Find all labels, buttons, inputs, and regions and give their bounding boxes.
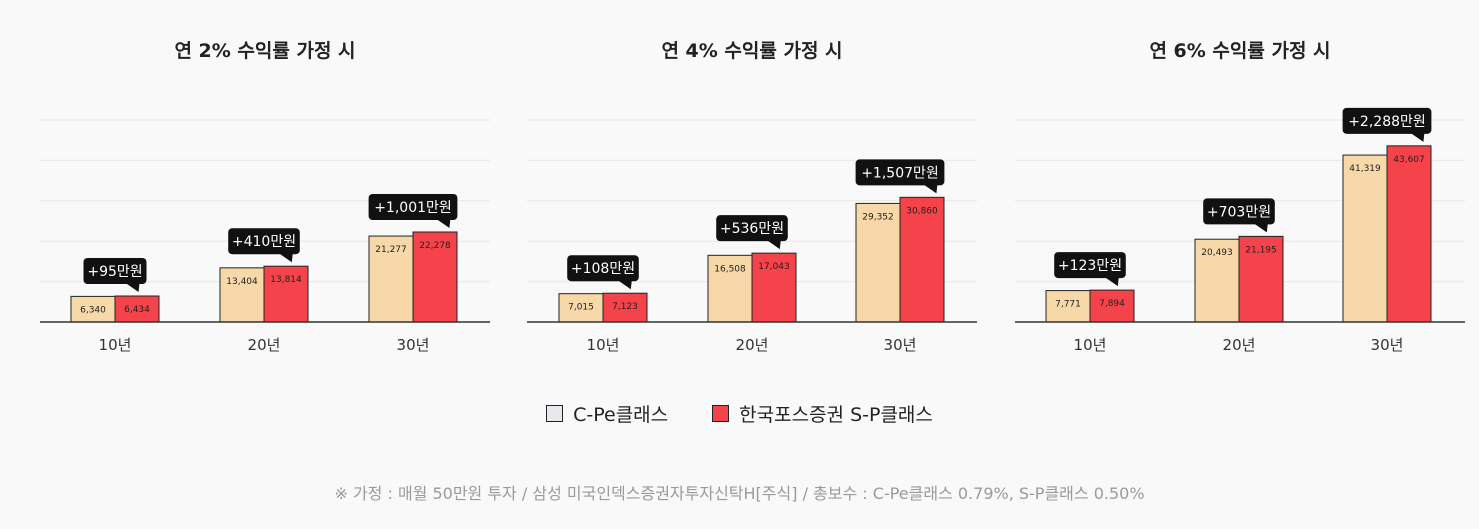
footnote: ※ 가정 : 매월 50만원 투자 / 삼성 미국인덱스증권자투자신탁H[주식]… [334,484,1145,503]
x-tick-label: 10년 [1074,336,1107,354]
chart-title: 연 4% 수익률 가정 시 [661,40,842,62]
chart-title: 연 2% 수익률 가정 시 [174,40,355,62]
bar-value-label: 6,340 [80,305,106,315]
bar-value-label: 30,860 [906,206,938,216]
x-tick-label: 10년 [99,336,132,354]
difference-label: +95만원 [87,264,142,280]
callout-pointer [1104,277,1119,287]
bar-cpe [219,267,265,323]
callout-pointer [278,253,293,263]
x-tick-label: 30년 [1371,336,1404,354]
bar-value-label: 7,894 [1099,299,1125,309]
bar-cpe [558,293,604,323]
x-tick-label: 10년 [587,336,620,354]
legend-swatch-sp [712,405,730,422]
bar-value-label: 20,493 [1201,248,1233,258]
difference-callout [567,255,639,282]
bar-cpe [855,202,901,323]
legend-swatch-cpe [546,405,564,422]
difference-callout [1342,107,1432,134]
chart-panel-2: 연 4% 수익률 가정 시 7,015 7,123 +108만원 10년 16,508 17… [527,40,977,354]
difference-callout [83,258,147,285]
charts-area: 연 2% 수익률 가정 시 6,340 6,434 +95만원 10년 13,404 13,… [40,40,1465,354]
bar-cpe [1342,154,1388,323]
callout-pointer [923,184,938,194]
difference-callout [1203,198,1275,225]
difference-label: +703만원 [1207,204,1271,220]
difference-label: +536만원 [720,221,784,237]
bar-value-label: 7,771 [1055,300,1081,310]
bar-value-label: 7,015 [568,303,594,313]
difference-callout [1054,252,1126,279]
bar-value-label: 43,607 [1393,155,1425,165]
bar-cpe [1045,290,1091,323]
callout-pointer [125,283,140,293]
difference-label: +2,288만원 [1348,114,1426,130]
callout-pointer [1253,223,1268,233]
bar-value-label: 21,195 [1245,245,1277,255]
difference-label: +410만원 [232,234,296,250]
difference-label: +1,507만원 [861,165,939,181]
callout-pointer [617,280,632,290]
legend-label-sp: 한국포스증권 S-P클래스 [739,404,933,426]
bar-cpe [368,235,414,323]
bar-value-label: 6,434 [124,305,150,315]
bar-sp [263,265,309,323]
legend-item-cpe[interactable]: C-Pe클래스 [546,400,668,427]
bar-value-label: 17,043 [758,262,790,272]
bar-value-label: 7,123 [612,302,638,312]
chart-title: 연 6% 수익률 가정 시 [1149,40,1330,62]
bar-value-label: 29,352 [862,212,894,222]
difference-callout [855,159,945,186]
legend-item-sp[interactable]: 한국포스증권 S-P클래스 [712,400,933,427]
bar-sp [751,252,797,323]
chart-panel-3: 연 6% 수익률 가정 시 7,771 7,894 +123만원 10년 20,493 21… [1015,40,1465,354]
bar-sp [1238,235,1284,323]
bar-value-label: 13,404 [226,277,258,287]
x-tick-label: 20년 [1223,336,1256,354]
bar-value-label: 41,319 [1349,164,1381,174]
difference-label: +108만원 [571,261,635,277]
x-tick-label: 30년 [884,336,917,354]
bar-value-label: 16,508 [714,264,746,274]
bar-sp [1386,145,1432,323]
bar-value-label: 21,277 [375,245,407,255]
callout-pointer [1410,132,1425,142]
x-tick-label: 20년 [736,336,769,354]
bar-value-label: 13,814 [270,275,302,285]
legend-label-cpe: C-Pe클래스 [573,404,669,426]
difference-callout [228,228,300,255]
bar-value-label: 22,278 [419,241,451,251]
bar-sp [412,231,458,323]
callout-pointer [436,218,451,228]
difference-label: +123만원 [1058,258,1122,274]
x-tick-label: 30년 [397,336,430,354]
difference-callout [716,215,788,242]
bar-sp [899,196,945,323]
callout-pointer [766,240,781,250]
difference-label: +1,001만원 [374,200,452,216]
chart-panel-1: 연 2% 수익률 가정 시 6,340 6,434 +95만원 10년 13,404 13,… [40,40,490,354]
bar-cpe [707,254,753,323]
x-tick-label: 20년 [248,336,281,354]
legend: C-Pe클래스 한국포스증권 S-P클래스 [0,400,1479,427]
difference-callout [368,193,458,220]
